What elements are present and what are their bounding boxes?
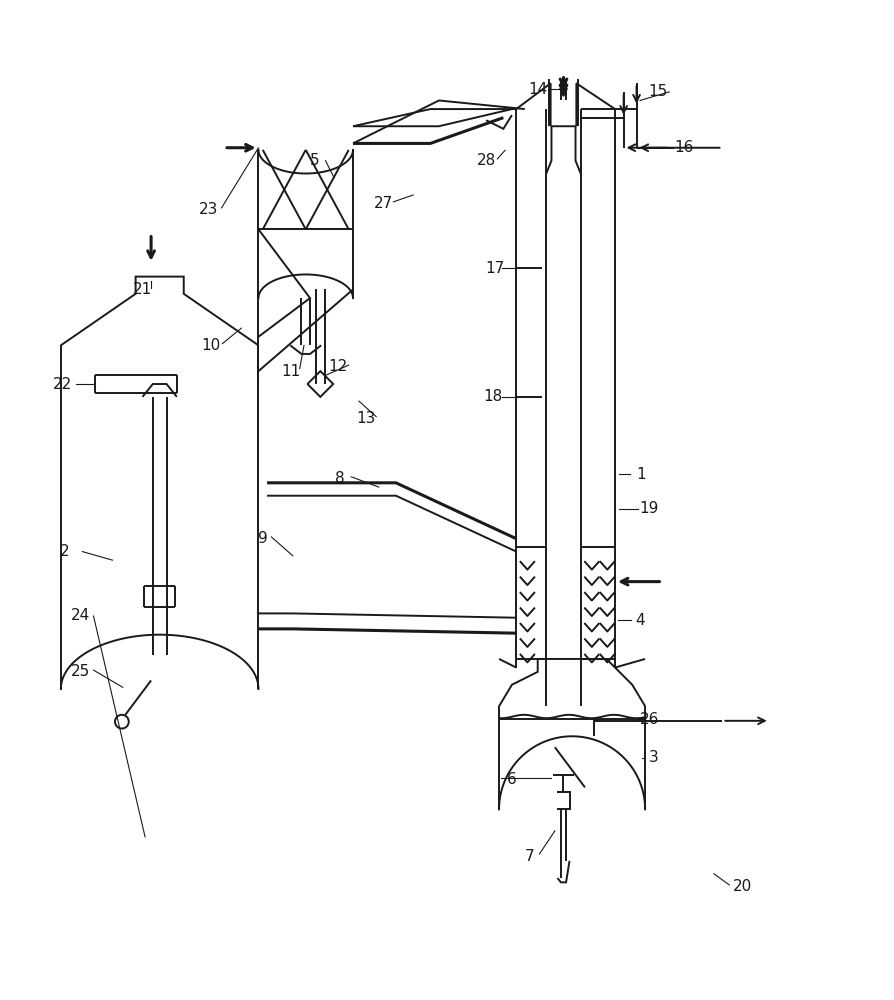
Text: 18: 18 xyxy=(483,389,502,404)
Text: 14: 14 xyxy=(527,82,547,97)
Text: 27: 27 xyxy=(373,196,392,211)
Text: 13: 13 xyxy=(356,411,375,426)
Text: 11: 11 xyxy=(282,364,300,379)
Text: 16: 16 xyxy=(673,140,693,155)
Text: 17: 17 xyxy=(485,261,504,276)
Text: 10: 10 xyxy=(201,338,221,353)
Text: 3: 3 xyxy=(648,750,658,765)
Text: 26: 26 xyxy=(639,712,658,727)
Text: 28: 28 xyxy=(476,153,495,168)
Text: 12: 12 xyxy=(327,359,347,374)
Text: 25: 25 xyxy=(71,664,90,679)
Text: 21: 21 xyxy=(132,282,152,297)
Text: 20: 20 xyxy=(732,879,751,894)
Text: 15: 15 xyxy=(647,84,667,99)
Text: 1: 1 xyxy=(636,467,645,482)
Text: 5: 5 xyxy=(309,153,319,168)
Text: 9: 9 xyxy=(257,531,267,546)
Text: 24: 24 xyxy=(71,608,90,623)
Text: 19: 19 xyxy=(639,501,658,516)
Text: 4: 4 xyxy=(635,613,644,628)
Text: 6: 6 xyxy=(507,772,516,787)
Text: 8: 8 xyxy=(335,471,344,486)
Text: 22: 22 xyxy=(53,377,72,392)
Text: 2: 2 xyxy=(60,544,70,559)
Text: 23: 23 xyxy=(198,202,218,217)
Text: 7: 7 xyxy=(524,849,534,864)
